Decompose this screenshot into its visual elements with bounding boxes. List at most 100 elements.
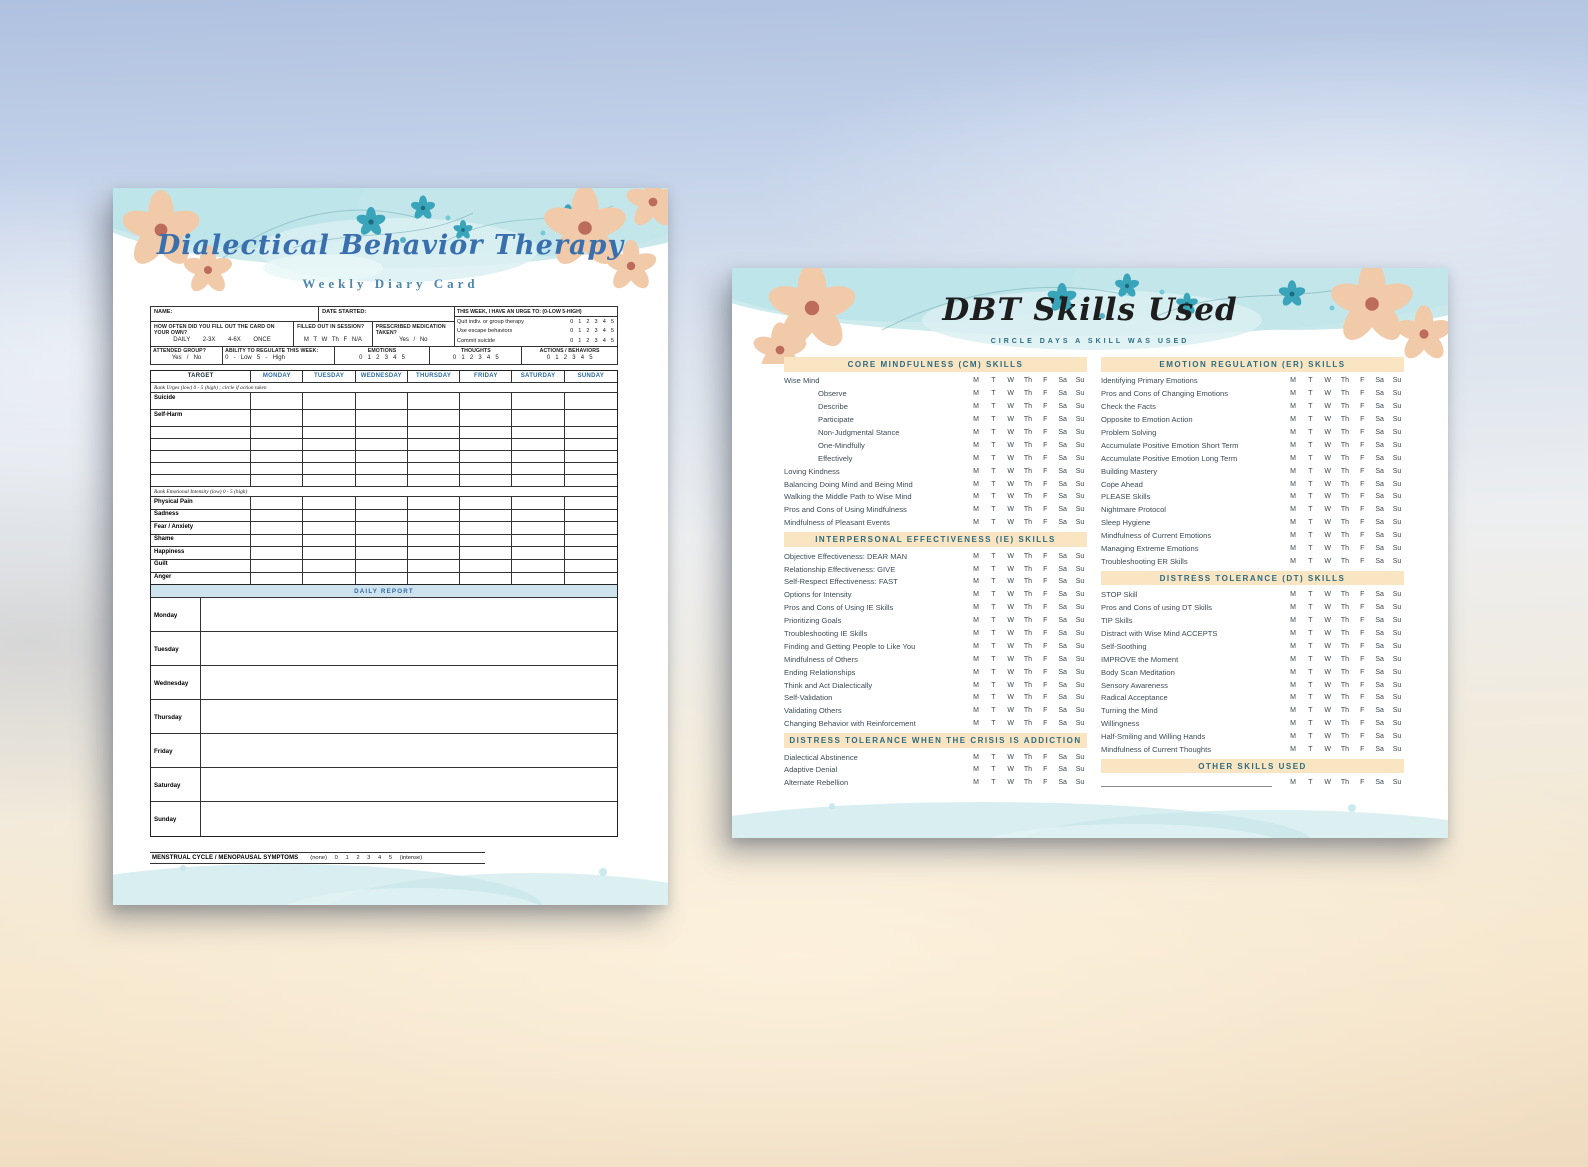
tracker-cell: [303, 571, 356, 585]
day-letter: F: [1043, 655, 1048, 663]
day-letter: Sa: [1058, 441, 1067, 449]
skill-label: Self-Validation: [784, 693, 833, 703]
skill-row: Finding and Getting People to Like You M T…: [784, 640, 1087, 653]
tracker-cell: [460, 521, 513, 534]
day-letter: Su: [1392, 416, 1402, 424]
skill-row: Sleep Hygiene M T W Th F Sa Su: [1101, 516, 1404, 529]
daily-entry-area: [201, 768, 617, 801]
day-letter: M: [973, 390, 979, 398]
day-letter: Sa: [1375, 416, 1384, 424]
tracker-cell: [512, 474, 565, 486]
skill-row: Troubleshooting IE Skills M T W Th F Sa Su: [784, 627, 1087, 640]
skill-label: Pros and Cons of Using IE Skills: [784, 603, 894, 613]
day-letter: Sa: [1058, 429, 1067, 436]
urge-label: Use escape behaviors: [456, 328, 513, 335]
tracker-row: Happiness: [151, 546, 617, 559]
day-letter: Th: [1340, 745, 1350, 753]
day-letter: Sa: [1058, 720, 1067, 728]
day-letter: Th: [1023, 429, 1033, 436]
day-letter: Su: [1392, 779, 1402, 787]
day-letter: Su: [1392, 591, 1402, 599]
day-letter: T: [1308, 733, 1313, 741]
skill-row: Pros and Cons of Using IE Skills M T W Th F Sa…: [784, 601, 1087, 614]
day-letters: M T W Th F Sa Su: [969, 519, 1087, 526]
day-letter: F: [1360, 506, 1365, 514]
day-letter: T: [1308, 377, 1313, 385]
tracker-row: Self-Harm: [151, 409, 617, 426]
day-letter: F: [1360, 519, 1365, 527]
day-letter: Th: [1023, 591, 1033, 599]
day-letter: W: [1007, 629, 1014, 637]
page2-subtitle: CIRCLE DAYS A SKILL WAS USED: [990, 338, 1190, 345]
day-letters: M T W Th F Sa Su: [969, 553, 1087, 560]
day-letter: Su: [1075, 779, 1085, 787]
skill-row: Relationship Effectiveness: GIVE M T W Th F Sa…: [784, 563, 1087, 576]
emotions-label: EMOTIONS: [367, 348, 397, 354]
day-letter: M: [1290, 403, 1296, 411]
day-letter: W: [1007, 604, 1014, 612]
day-letters: M T W Th F Sa Su: [969, 720, 1087, 727]
day-letter: M: [973, 668, 979, 676]
day-letter: F: [1360, 416, 1365, 424]
day-letter: Su: [1392, 557, 1402, 565]
day-letter: T: [991, 642, 996, 650]
skill-row: Dialectical Abstinence M T W Th F Sa Su: [784, 751, 1087, 764]
section-header: INTERPERSONAL EFFECTIVENESS (IE) SKILLS: [784, 532, 1087, 547]
day-letter: T: [1308, 779, 1313, 787]
day-letter: T: [991, 506, 996, 514]
skill-row: Building Mastery M T W Th F Sa Su: [1101, 465, 1404, 478]
tracker-urges-note: Rank Urges (low) 0 - 5 (high) ; circle i…: [151, 382, 617, 392]
day-letter: Su: [1075, 429, 1085, 436]
day-letters: M T W Th F Sa Su: [969, 506, 1087, 513]
tracker-row: [151, 438, 617, 450]
daily-report-table: DAILY REPORT Monday Tuesday Wednesday Thurs…: [150, 584, 618, 837]
day-letter: W: [1324, 467, 1331, 475]
day-letter: Sa: [1375, 604, 1384, 612]
day-letter: Su: [1392, 733, 1402, 741]
thoughts-scale: 0 1 2 3 4 5: [452, 355, 499, 361]
day-letter: Sa: [1375, 506, 1384, 514]
day-letter: F: [1043, 377, 1048, 385]
day-letter: Th: [1340, 429, 1350, 436]
day-letter: Sa: [1375, 720, 1384, 728]
day-letter: W: [1324, 480, 1331, 488]
day-letter: Th: [1340, 441, 1350, 449]
day-letter: Su: [1392, 467, 1402, 475]
daily-report-header: DAILY REPORT: [151, 585, 617, 598]
day-letter: T: [1308, 604, 1313, 612]
day-letter: T: [1308, 519, 1313, 527]
day-letter: Su: [1075, 519, 1085, 527]
day-letter: M: [973, 429, 979, 436]
tracker-cell: [355, 496, 408, 509]
skill-label: Alternate Rebellion: [784, 778, 849, 788]
day-letter: Su: [1075, 655, 1085, 663]
skill-label: Finding and Getting People to Like You: [784, 641, 916, 651]
day-letter: Sa: [1375, 493, 1384, 501]
skill-label: Opposite to Emotion Action: [1101, 415, 1193, 425]
tracker-cell: [407, 546, 461, 559]
skill-label: Mindfulness of Current Thoughts: [1101, 744, 1212, 754]
day-letter: T: [1308, 694, 1313, 702]
day-letter: T: [1308, 681, 1313, 689]
skill-row: Accumulate Positive Emotion Short Term M T…: [1101, 439, 1404, 452]
day-letter: F: [1360, 707, 1365, 715]
day-letter: W: [1324, 591, 1331, 599]
tracker-cell: [303, 533, 356, 547]
day-letter: Su: [1392, 604, 1402, 612]
day-letter: Sa: [1375, 467, 1384, 475]
daily-entry-area: [201, 632, 617, 665]
tracker-row-label: [151, 438, 252, 450]
day-letter: T: [1308, 707, 1313, 715]
day-letter: M: [973, 519, 979, 527]
day-letter: Su: [1075, 552, 1085, 560]
day-letter: Su: [1392, 745, 1402, 753]
day-letter: M: [1290, 519, 1296, 527]
day-letter: Th: [1023, 655, 1033, 663]
section-header: DISTRESS TOLERANCE WHEN THE CRISIS IS AD…: [784, 733, 1087, 748]
skill-label: PLEASE Skills: [1101, 492, 1151, 502]
day-letter: T: [1308, 480, 1313, 488]
day-letter: F: [1360, 642, 1365, 650]
day-letter: Sa: [1375, 629, 1384, 637]
day-letter: Su: [1075, 766, 1085, 774]
daily-entry-area: [201, 802, 617, 836]
